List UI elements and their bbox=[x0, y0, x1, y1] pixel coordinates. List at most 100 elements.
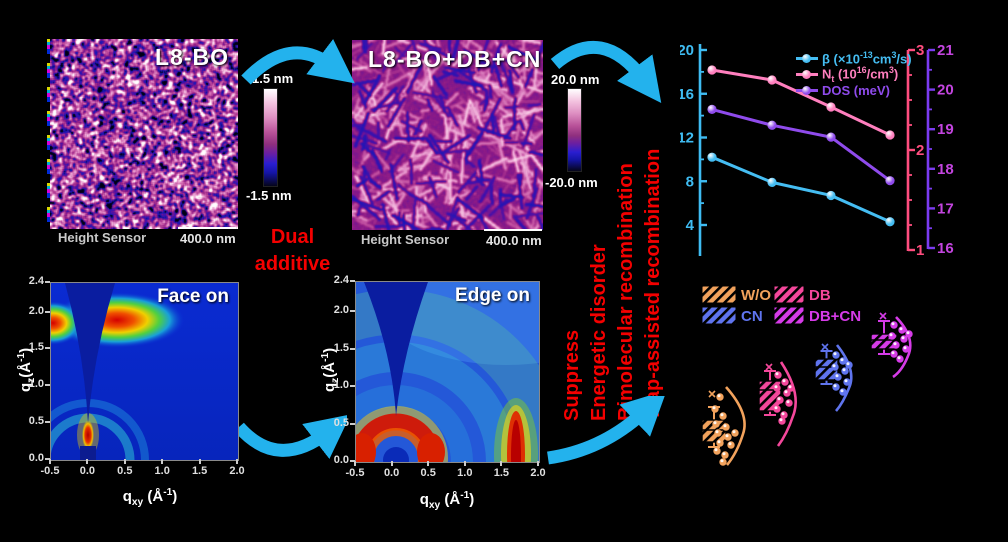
axis-left: 20 16 12 8 4 bbox=[680, 42, 707, 256]
scatter-point bbox=[773, 405, 781, 413]
afm-title-l8bo-db-cn: L8-BO+DB+CN bbox=[368, 46, 542, 72]
series-dos bbox=[707, 104, 895, 186]
box-group-db-cn bbox=[870, 312, 913, 379]
y-tick-label: 0.5 bbox=[28, 415, 44, 428]
colorbar-max-right: 20.0 nm bbox=[551, 72, 600, 87]
scatter-point bbox=[774, 371, 782, 379]
scatter-point bbox=[714, 429, 722, 437]
y-tick-mark bbox=[350, 422, 355, 425]
half-violin bbox=[835, 344, 853, 412]
giwaxs-face-on-image bbox=[51, 283, 238, 460]
x-tick-label: 0.0 bbox=[79, 465, 96, 477]
legend-marker-icon bbox=[796, 69, 818, 79]
height-sensor-label-right: Height Sensor bbox=[361, 232, 450, 247]
y-tick-mark bbox=[45, 347, 50, 350]
y-tick-mark bbox=[350, 347, 355, 350]
scatter-point bbox=[898, 326, 906, 334]
legend-label: β (×10-13cm3/s) bbox=[822, 49, 912, 67]
outlier-x-marker bbox=[879, 312, 887, 320]
box bbox=[701, 419, 727, 443]
scatter-point bbox=[832, 383, 840, 391]
curved-arrow-top-left-icon bbox=[241, 39, 355, 85]
y-tick-label: 0.0 bbox=[333, 454, 349, 466]
afm-colorbar-right bbox=[567, 88, 582, 172]
scalebar-line-left bbox=[178, 227, 236, 229]
curved-arrow-top-right-icon bbox=[550, 40, 662, 103]
x-tick-label: 0.5 bbox=[117, 465, 133, 477]
scatter-point bbox=[716, 393, 724, 401]
scatter-point bbox=[722, 423, 730, 431]
afm-title-l8bo: L8-BO bbox=[155, 44, 229, 70]
axis-tick-label: 8 bbox=[686, 173, 694, 190]
series-beta bbox=[707, 152, 895, 227]
y-tick-label: 0.0 bbox=[28, 452, 44, 464]
box-group-db bbox=[758, 361, 797, 447]
x-tick-label: -0.5 bbox=[345, 467, 365, 479]
y-tick-label: 1.0 bbox=[333, 378, 349, 391]
scatter-point bbox=[721, 451, 729, 459]
curved-arrow-bottom-left-icon bbox=[234, 414, 347, 459]
data-point bbox=[707, 65, 717, 75]
y-tick-mark bbox=[350, 460, 355, 462]
legend-swatch-wo bbox=[701, 285, 737, 304]
scatter-point bbox=[832, 351, 840, 359]
axis-tick-label: 16 bbox=[680, 86, 694, 103]
scatter-point bbox=[727, 441, 735, 449]
data-point bbox=[767, 75, 777, 85]
x-tick-label: 1.0 bbox=[154, 465, 170, 477]
data-point bbox=[826, 102, 836, 112]
scatter-point bbox=[845, 361, 853, 369]
x-tick-mark bbox=[161, 459, 164, 464]
outlier-x-marker bbox=[765, 363, 773, 371]
axis-tick-label: 20 bbox=[937, 82, 954, 99]
scatter-point bbox=[781, 378, 789, 386]
giwaxs-edge-on-image bbox=[356, 282, 539, 462]
giwaxs-edge-on-panel: Edge on bbox=[355, 281, 540, 463]
scatter-point bbox=[905, 330, 913, 338]
dual-additive-label: Dual additive bbox=[235, 224, 350, 278]
legend-label-cn: CN bbox=[741, 308, 763, 325]
giwaxs-face-on-panel: Face on bbox=[50, 282, 239, 461]
axis-right_outer: 21 20 19 18 17 16 bbox=[926, 42, 954, 257]
legend-swatch-db bbox=[773, 285, 805, 304]
dual-additive-line2: additive bbox=[254, 253, 331, 275]
y-tick-label: 2.0 bbox=[28, 304, 44, 317]
scatter-point bbox=[724, 433, 732, 441]
y-tick-mark bbox=[45, 281, 50, 283]
scatter-point bbox=[902, 345, 910, 353]
y-tick-mark bbox=[45, 458, 50, 460]
axis-tick-label: 17 bbox=[937, 200, 954, 217]
scatter-point bbox=[712, 420, 720, 428]
scatter-point bbox=[773, 384, 781, 392]
x-tick-mark bbox=[500, 461, 503, 466]
scatter-point bbox=[785, 399, 793, 407]
scatter-point bbox=[839, 388, 847, 396]
y-tick-mark bbox=[45, 421, 50, 424]
x-tick-mark bbox=[236, 459, 238, 464]
scatter-point bbox=[716, 439, 724, 447]
axis-right_inner: 3 2 1 bbox=[906, 42, 924, 259]
axis-tick-label: 16 bbox=[937, 240, 954, 257]
y-tick-label: 1.0 bbox=[28, 378, 44, 391]
x-tick-mark bbox=[123, 459, 126, 464]
x-tick-mark bbox=[390, 461, 393, 466]
x-tick-mark bbox=[198, 459, 201, 464]
box bbox=[814, 358, 839, 381]
y-tick-mark bbox=[45, 310, 50, 313]
box-group-w-o bbox=[701, 386, 746, 466]
colorbar-max-left: 1.5 nm bbox=[252, 71, 294, 86]
axis-tick-label: 12 bbox=[680, 130, 694, 147]
y-tick-mark bbox=[45, 384, 50, 387]
scatter-point bbox=[890, 321, 898, 329]
box-chart-groups bbox=[701, 312, 913, 466]
half-violin bbox=[776, 361, 797, 447]
afm-left-edge-strip bbox=[47, 39, 50, 229]
data-point bbox=[885, 130, 895, 140]
y-tick-mark bbox=[350, 310, 355, 313]
colorbar-min-left: -1.5 nm bbox=[246, 188, 292, 203]
x-tick-label: 2.0 bbox=[229, 465, 245, 477]
bimolecular-recombination-label: Bimolecular recombination bbox=[615, 163, 637, 421]
curved-arrow-bottom-right-icon bbox=[547, 396, 666, 465]
scatter-point bbox=[890, 350, 898, 358]
scatter-point bbox=[776, 396, 784, 404]
